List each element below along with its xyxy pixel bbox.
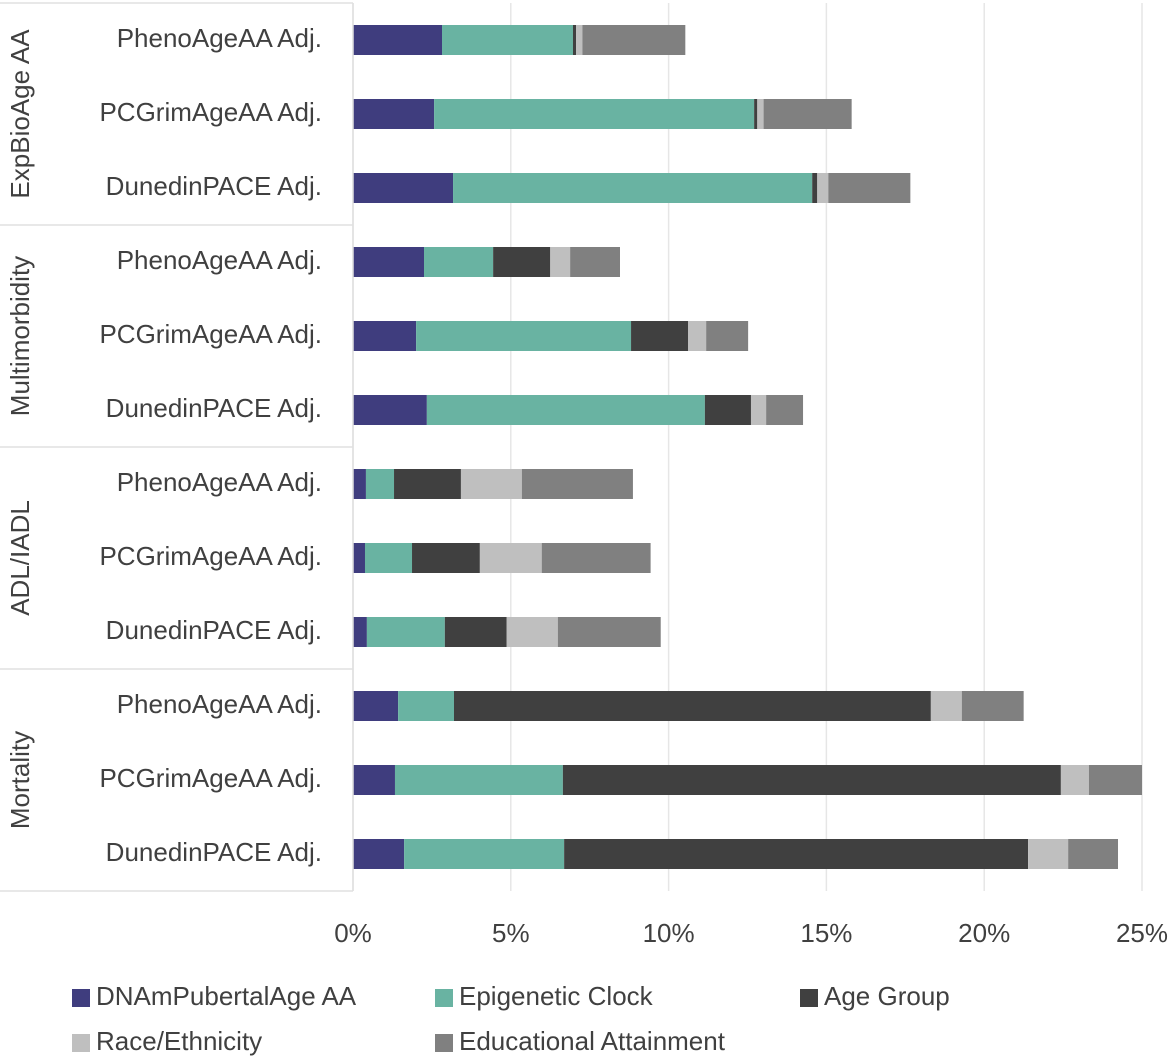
bar-segment xyxy=(550,247,571,277)
bar-segment xyxy=(572,25,577,55)
bar-segment xyxy=(394,765,563,795)
legend-swatch xyxy=(72,1034,90,1052)
bar-segment xyxy=(828,173,911,203)
bar-segment xyxy=(426,395,705,425)
bar-segment xyxy=(353,321,417,351)
bar-segment xyxy=(582,25,686,55)
bar-segment xyxy=(353,765,395,795)
category-label: DunedinPACE Adj. xyxy=(106,837,322,867)
bar-segment xyxy=(366,617,445,647)
bar-segment xyxy=(416,321,632,351)
bar-segment xyxy=(1088,765,1142,795)
legend-label: DNAmPubertalAge AA xyxy=(96,981,357,1011)
bar-segment xyxy=(812,173,818,203)
x-tick-label: 10% xyxy=(643,918,695,948)
category-label: PCGrimAgeAA Adj. xyxy=(99,763,322,793)
bar-segment xyxy=(353,395,427,425)
bar-segment xyxy=(353,617,367,647)
x-tick-label: 0% xyxy=(334,918,372,948)
legend-swatch xyxy=(435,989,453,1007)
bar-segment xyxy=(557,617,661,647)
bar-segment xyxy=(750,395,767,425)
category-label: DunedinPACE Adj. xyxy=(106,171,322,201)
bar-segment xyxy=(353,247,425,277)
legend-label: Educational Attainment xyxy=(459,1026,726,1056)
category-label: PhenoAgeAA Adj. xyxy=(117,245,322,275)
category-label: DunedinPACE Adj. xyxy=(106,615,322,645)
category-label: PhenoAgeAA Adj. xyxy=(117,689,322,719)
category-label: PCGrimAgeAA Adj. xyxy=(99,541,322,571)
legend-swatch xyxy=(435,1034,453,1052)
bar-segment xyxy=(706,321,749,351)
bar-segment xyxy=(404,839,565,869)
legend-swatch xyxy=(72,989,90,1007)
bar-segment xyxy=(412,543,480,573)
category-label: PhenoAgeAA Adj. xyxy=(117,23,322,53)
legend-label: Epigenetic Clock xyxy=(459,981,654,1011)
bar-segment xyxy=(434,99,755,129)
bar-segment xyxy=(353,543,365,573)
bar-segment xyxy=(479,543,542,573)
bar-segment xyxy=(817,173,829,203)
bar-segment xyxy=(398,691,454,721)
bar-segment xyxy=(754,99,758,129)
bar-segment xyxy=(766,395,804,425)
bar-segment xyxy=(353,25,442,55)
bar-segment xyxy=(506,617,558,647)
bar-segment xyxy=(364,543,413,573)
bar-segment xyxy=(460,469,522,499)
x-tick-label: 15% xyxy=(800,918,852,948)
x-tick-label: 20% xyxy=(958,918,1010,948)
bar-segment xyxy=(353,469,366,499)
bar-segment xyxy=(1068,839,1119,869)
group-label: Multimorbidity xyxy=(5,256,35,416)
category-label: PCGrimAgeAA Adj. xyxy=(99,97,322,127)
bar-segment xyxy=(961,691,1024,721)
group-label: ADL/IADL xyxy=(5,500,35,616)
bar-segment xyxy=(365,469,395,499)
legend-label: Race/Ethnicity xyxy=(96,1026,262,1056)
bar-segment xyxy=(631,321,689,351)
bar-segment xyxy=(576,25,583,55)
bar-segment xyxy=(521,469,633,499)
bar-segment xyxy=(353,99,435,129)
bar-segment xyxy=(688,321,707,351)
category-label: PhenoAgeAA Adj. xyxy=(117,467,322,497)
bar-segment xyxy=(424,247,494,277)
x-tick-label: 5% xyxy=(492,918,530,948)
bar-segment xyxy=(444,617,507,647)
bar-segment xyxy=(453,691,931,721)
bar-segment xyxy=(493,247,551,277)
bar-segment xyxy=(930,691,962,721)
legend-swatch xyxy=(800,989,818,1007)
legend-label: Age Group xyxy=(824,981,950,1011)
bar-segment xyxy=(353,691,399,721)
bar-segment xyxy=(453,173,813,203)
bar-segment xyxy=(562,765,1061,795)
category-label: DunedinPACE Adj. xyxy=(106,393,322,423)
bar-segment xyxy=(570,247,620,277)
group-label: Mortality xyxy=(5,731,35,829)
bar-segment xyxy=(353,173,454,203)
bar-segment xyxy=(1060,765,1089,795)
bar-segment xyxy=(441,25,573,55)
x-tick-label: 25% xyxy=(1116,918,1168,948)
category-label: PCGrimAgeAA Adj. xyxy=(99,319,322,349)
group-label: ExpBioAge AA xyxy=(5,29,35,199)
bar-segment xyxy=(394,469,461,499)
bar-segment xyxy=(541,543,651,573)
bar-segment xyxy=(704,395,751,425)
bar-segment xyxy=(564,839,1029,869)
bar-segment xyxy=(353,839,405,869)
bar-segment xyxy=(757,99,764,129)
bar-segment xyxy=(763,99,852,129)
bar-segment xyxy=(1028,839,1069,869)
